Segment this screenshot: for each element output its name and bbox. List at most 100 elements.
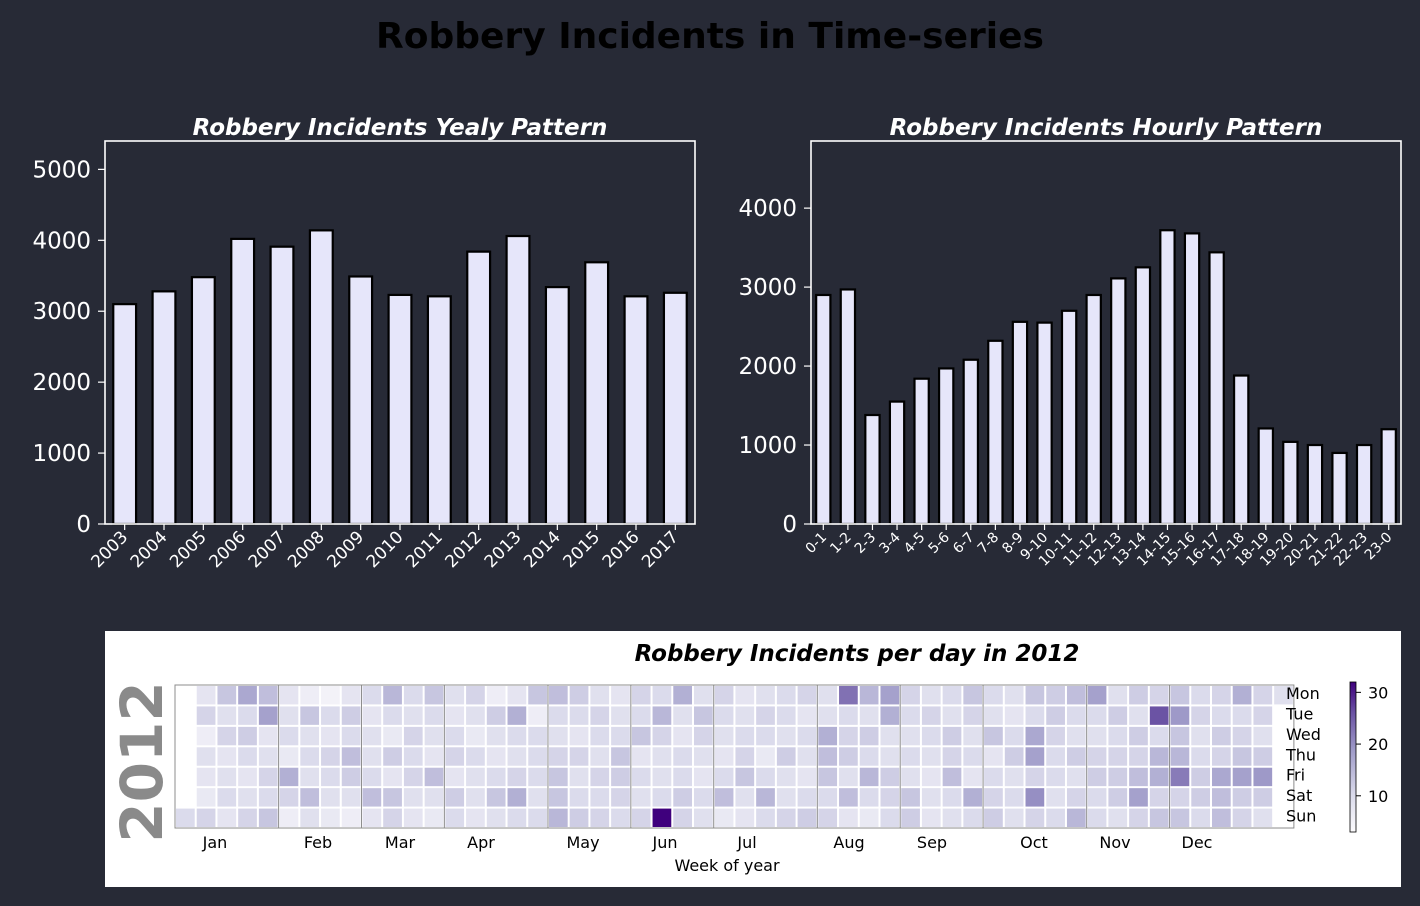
- calendar-day-cell: [528, 686, 547, 705]
- bar-2005: [190, 276, 216, 526]
- calendar-day-cell: [756, 788, 775, 807]
- calendar-day-cell: [1046, 686, 1065, 705]
- calendar-day-cell: [901, 767, 920, 787]
- colorbar-ticks: 10 20 30: [1356, 683, 1388, 806]
- calendar-day-cell: [942, 767, 962, 787]
- calendar-day-cell: [1170, 726, 1190, 746]
- bar-22-23: [1355, 443, 1373, 526]
- calendar-day-cell: [548, 686, 568, 705]
- calendar-day-cell: [341, 747, 361, 766]
- calendar-day-cell: [590, 808, 610, 828]
- calendar-day-cell: [921, 788, 941, 807]
- calendar-day-cell: [1066, 747, 1086, 766]
- calendar-day-cell: [569, 747, 589, 766]
- x-tick-label: 3-4: [876, 529, 904, 557]
- calendar-day-cell: [300, 706, 320, 725]
- bar-7-8: [987, 339, 1004, 526]
- calendar-day-cell: [341, 788, 361, 807]
- calendar-day-cell: [984, 686, 1003, 705]
- calendar-day-cell: [611, 747, 630, 766]
- calendar-day-cell: [300, 747, 320, 766]
- calendar-day-cell: [300, 686, 320, 705]
- calendar-day-cell: [880, 808, 900, 828]
- calendar-day-cell: [321, 686, 340, 705]
- calendar-day-cell: [1025, 686, 1045, 705]
- calendar-day-cell: [238, 767, 257, 787]
- bar-2016: [623, 295, 649, 526]
- calendar-day-cell: [1232, 686, 1252, 705]
- calendar-day-cell: [300, 788, 320, 807]
- calendar-day-cell: [258, 808, 278, 828]
- x-tick-label: 2012: [441, 527, 486, 572]
- calendar-day-cell: [735, 767, 755, 787]
- bar-19-20: [1282, 440, 1299, 526]
- calendar-day-cell: [217, 808, 237, 828]
- calendar-day-cell: [1253, 767, 1273, 787]
- calendar-day-cell: [673, 788, 692, 807]
- calendar-day-cell: [776, 726, 796, 746]
- calendar-day-cell: [776, 788, 796, 807]
- calendar-day-cell: [818, 747, 838, 766]
- calendar-day-cell: [901, 808, 920, 828]
- calendar-day-cell: [839, 747, 858, 766]
- calendar-day-cell: [776, 808, 796, 828]
- bar-2017: [662, 291, 688, 526]
- calendar-day-cell: [590, 686, 610, 705]
- calendar-day-cell: [258, 747, 278, 766]
- calendar-day-cell: [424, 686, 444, 705]
- month-label-apr: Apr: [467, 833, 495, 852]
- month-label-aug: Aug: [833, 833, 864, 852]
- y-tick-label: 3000: [738, 275, 797, 301]
- calendar-day-cell: [279, 788, 299, 807]
- calendar-day-cell: [258, 686, 278, 705]
- calendar-day-cell: [797, 706, 817, 725]
- calendar-day-cell: [652, 808, 672, 828]
- calendar-day-cell: [321, 767, 340, 787]
- calendar-day-cell: [859, 808, 879, 828]
- month-label-may: May: [566, 833, 599, 852]
- x-tick-label: 2005: [166, 527, 211, 572]
- calendar-day-cell: [735, 747, 755, 766]
- calendar-day-cell: [590, 726, 610, 746]
- calendar-day-cell: [238, 788, 257, 807]
- calendar-day-cell: [631, 686, 651, 705]
- x-tick-label: 4-5: [901, 530, 928, 557]
- calendar-chart-title: Robbery Incidents per day in 2012: [635, 641, 1080, 667]
- calendar-x-axis-label: Week of year: [674, 856, 780, 875]
- month-label-sep: Sep: [917, 833, 947, 852]
- calendar-day-cell: [1212, 706, 1231, 725]
- weekday-label-mon: Mon: [1286, 684, 1320, 703]
- calendar-day-cell: [258, 706, 278, 725]
- calendar-day-cell: [652, 767, 672, 787]
- calendar-day-cell: [1087, 747, 1107, 766]
- calendar-day-cell: [466, 686, 485, 705]
- calendar-day-cell: [424, 747, 444, 766]
- calendar-day-cell: [1212, 747, 1231, 766]
- calendar-day-cell: [445, 808, 465, 828]
- calendar-day-cell: [569, 808, 589, 828]
- calendar-day-cell: [279, 747, 299, 766]
- calendar-day-cell: [486, 706, 506, 725]
- calendar-day-cell: [1046, 808, 1065, 828]
- calendar-day-cell: [590, 706, 610, 725]
- calendar-day-cell: [735, 686, 755, 705]
- calendar-day-cell: [714, 788, 734, 807]
- calendar-day-cell: [445, 726, 465, 746]
- calendar-day-cell: [403, 767, 423, 787]
- calendar-day-cell: [1066, 686, 1086, 705]
- calendar-day-cell: [1232, 808, 1252, 828]
- hourly-chart-title: Robbery Incidents Hourly Pattern: [890, 115, 1323, 141]
- calendar-day-cell: [756, 706, 775, 725]
- month-label-jul: Jul: [736, 833, 756, 852]
- calendar-day-cell: [921, 686, 941, 705]
- calendar-day-cell: [756, 747, 775, 766]
- calendar-day-cell: [1253, 706, 1273, 725]
- month-label-feb: Feb: [304, 833, 332, 852]
- calendar-day-cell: [1129, 808, 1148, 828]
- calendar-day-cell: [963, 686, 983, 705]
- calendar-day-cell: [859, 686, 879, 705]
- calendar-day-cell: [1170, 706, 1190, 725]
- bar-2-3: [864, 413, 881, 526]
- y-tick-label: 0: [782, 512, 797, 538]
- y-tick-label: 3000: [32, 299, 91, 325]
